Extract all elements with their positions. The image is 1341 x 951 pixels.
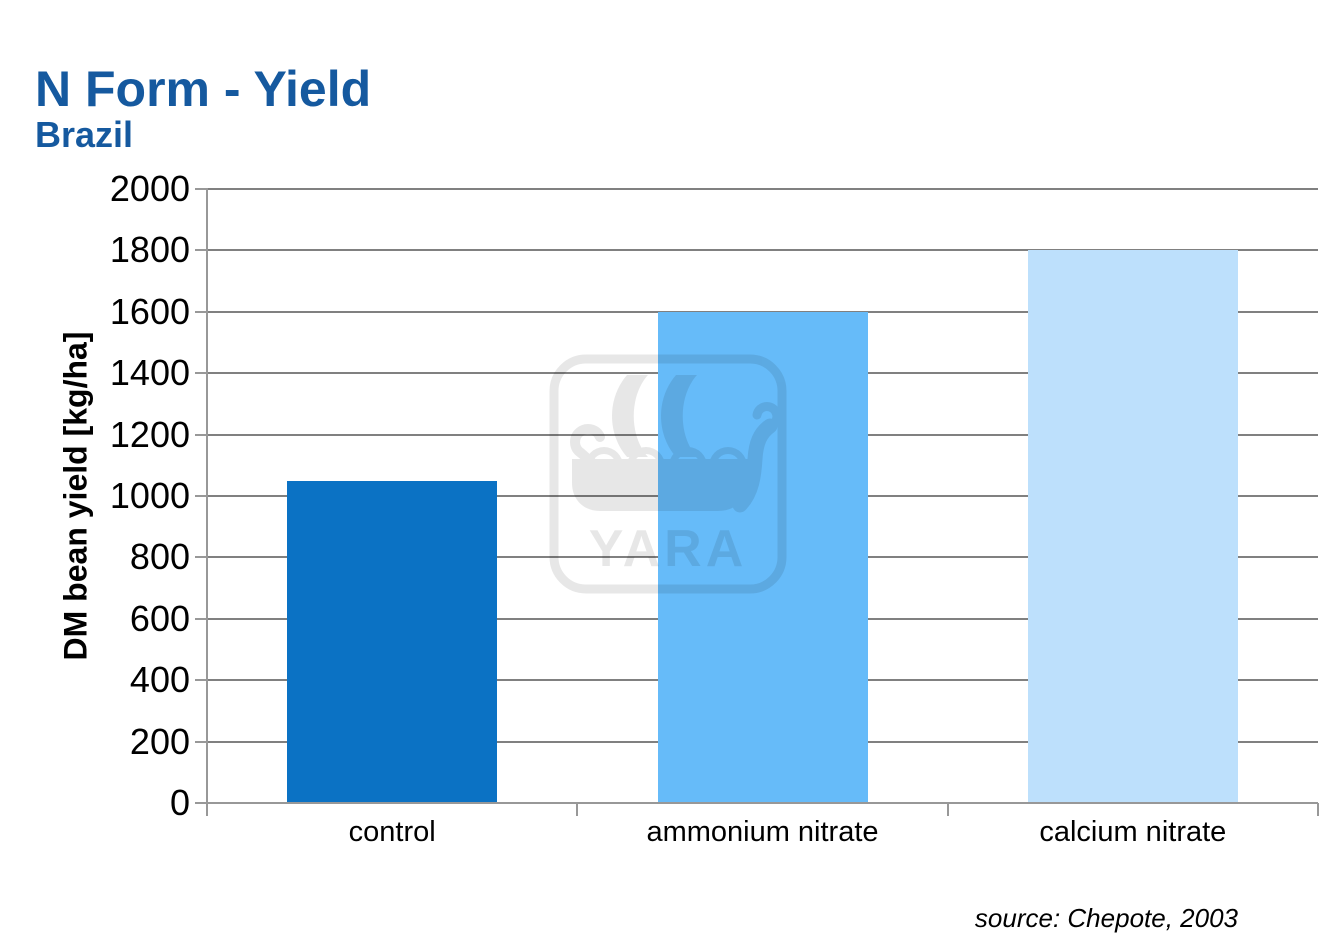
gridline-1600 bbox=[207, 310, 1318, 313]
yara-wordmark: YARA bbox=[589, 520, 748, 578]
bar-control bbox=[287, 480, 498, 803]
y-tick-label: 200 bbox=[129, 720, 190, 762]
y-axis-line bbox=[206, 188, 208, 815]
yara-watermark: YARA bbox=[548, 353, 788, 595]
category-tick-mark bbox=[946, 803, 949, 816]
y-tick-mark bbox=[195, 679, 208, 682]
y-tick-mark bbox=[195, 556, 208, 559]
gridline-1800 bbox=[207, 249, 1318, 252]
y-tick-label: 1200 bbox=[109, 413, 190, 455]
y-tick-label: 400 bbox=[129, 659, 190, 701]
x-axis-line bbox=[196, 802, 1318, 804]
y-tick-mark bbox=[195, 372, 208, 375]
viking-ship-icon: YARA bbox=[549, 354, 787, 594]
gridline-2000 bbox=[207, 188, 1318, 190]
category-label: ammonium nitrate bbox=[646, 816, 879, 848]
category-label: calcium nitrate bbox=[1039, 816, 1227, 848]
bar-calcium-nitrate bbox=[1027, 250, 1238, 803]
y-tick-label: 2000 bbox=[109, 168, 190, 209]
y-tick-label: 600 bbox=[129, 597, 190, 639]
page-subtitle: Brazil bbox=[35, 113, 134, 155]
y-tick-mark bbox=[195, 310, 208, 313]
category-tick-mark bbox=[1317, 803, 1319, 816]
y-tick-mark bbox=[195, 188, 208, 190]
source-note: source: Chepote, 2003 bbox=[974, 903, 1238, 933]
y-tick-mark bbox=[195, 495, 208, 497]
bar-ammonium-nitrate bbox=[657, 311, 868, 803]
y-tick-label: 800 bbox=[129, 536, 190, 578]
y-tick-mark bbox=[195, 249, 208, 252]
y-tick-mark bbox=[195, 740, 208, 743]
y-tick-label: 1000 bbox=[109, 475, 190, 516]
y-tick-mark bbox=[195, 617, 208, 620]
y-tick-label: 1600 bbox=[109, 290, 190, 332]
plot-area bbox=[207, 188, 1318, 803]
category-label: control bbox=[348, 816, 436, 848]
category-tick-mark bbox=[576, 803, 579, 816]
y-tick-mark bbox=[195, 433, 208, 436]
page-title: N Form - Yield bbox=[35, 60, 372, 117]
y-tick-label: 1400 bbox=[109, 352, 190, 394]
y-tick-label: 1800 bbox=[109, 229, 190, 271]
y-tick-label: 0 bbox=[169, 782, 190, 823]
